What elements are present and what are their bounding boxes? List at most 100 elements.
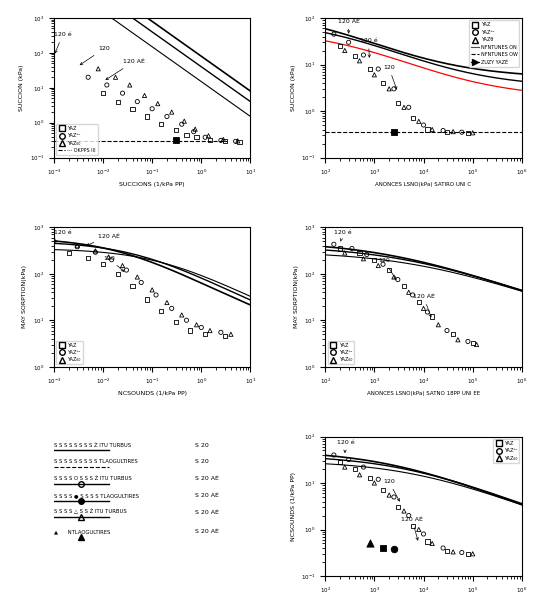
Point xyxy=(344,455,353,464)
Point xyxy=(379,485,387,495)
Point xyxy=(449,127,457,136)
Point xyxy=(192,320,201,329)
Text: 120: 120 xyxy=(103,256,124,271)
Point xyxy=(428,312,436,322)
Point xyxy=(125,80,134,90)
Point xyxy=(65,248,73,258)
Point xyxy=(379,259,387,269)
Point xyxy=(231,137,240,146)
Point xyxy=(385,84,393,94)
Text: S S S S S S S S S TLAOGULTIRES: S S S S S S S S S TLAOGULTIRES xyxy=(54,460,138,464)
Point xyxy=(122,265,131,275)
Y-axis label: SUCCION (kPa): SUCCION (kPa) xyxy=(291,64,295,111)
Point xyxy=(469,549,477,559)
Point xyxy=(336,244,344,253)
Point xyxy=(464,549,472,559)
Point xyxy=(365,539,374,548)
Point xyxy=(350,464,359,474)
X-axis label: ANONCES LSNO(kPa) SATNO 18PP UNI EE: ANONCES LSNO(kPa) SATNO 18PP UNI EE xyxy=(367,391,480,397)
Point xyxy=(201,329,209,339)
Point xyxy=(408,290,417,300)
Text: 120: 120 xyxy=(378,258,396,280)
Point xyxy=(443,326,451,335)
Point xyxy=(390,544,398,554)
Point xyxy=(153,99,162,109)
Text: 120 é: 120 é xyxy=(334,230,351,241)
Text: S S S S S S S S Ż ITU TURBUS: S S S S S S S S Ż ITU TURBUS xyxy=(54,443,131,448)
Point xyxy=(374,64,383,74)
Point xyxy=(226,329,235,339)
Point xyxy=(355,470,364,479)
Point xyxy=(341,248,349,258)
Point xyxy=(359,50,368,60)
Legend: YAZ, YAZ⁸⁰, YAZ₆₀: YAZ, YAZ⁸⁰, YAZ₆₀ xyxy=(328,341,354,364)
Point xyxy=(140,91,149,100)
Point xyxy=(390,272,398,282)
Point xyxy=(148,104,157,113)
Point xyxy=(114,269,122,278)
Point xyxy=(341,462,349,472)
Point xyxy=(355,56,364,65)
Point xyxy=(419,304,428,313)
Point xyxy=(192,133,201,142)
Point xyxy=(118,88,127,98)
Legend: YAZ, YAZ⁸⁰, YAZθ, NFNTUNES ON, NFNTUNES OW, ZUZY YAZÉ: YAZ, YAZ⁸⁰, YAZθ, NFNTUNES ON, NFNTUNES … xyxy=(470,20,519,67)
Point xyxy=(400,506,408,516)
Point xyxy=(221,137,229,146)
Point xyxy=(428,125,436,134)
Point xyxy=(336,457,344,467)
Point xyxy=(449,547,457,557)
Point xyxy=(152,290,160,300)
Text: S 20 AÉ: S 20 AÉ xyxy=(195,493,220,498)
Point xyxy=(454,335,462,344)
Point xyxy=(405,287,413,297)
Text: S 20: S 20 xyxy=(195,460,209,464)
Point xyxy=(365,473,374,482)
Text: 120 AÉ: 120 AÉ xyxy=(401,517,423,540)
Point xyxy=(464,337,472,346)
Point xyxy=(434,320,443,329)
Point xyxy=(330,239,338,249)
Point xyxy=(133,272,141,282)
Point xyxy=(94,64,103,74)
Point xyxy=(414,297,423,307)
Point xyxy=(182,316,191,325)
Text: S 20 AÉ: S 20 AÉ xyxy=(195,509,220,515)
Point xyxy=(128,104,137,113)
Point xyxy=(449,329,457,339)
Point xyxy=(217,328,225,337)
Point xyxy=(219,134,228,144)
Point xyxy=(423,125,431,134)
Point xyxy=(197,323,206,332)
Point xyxy=(162,112,171,121)
Point xyxy=(148,285,157,295)
Point xyxy=(206,326,214,335)
Point xyxy=(350,52,359,61)
Point xyxy=(341,46,349,55)
Point xyxy=(390,127,398,136)
Point xyxy=(393,275,402,284)
Point xyxy=(137,278,145,287)
Text: 120 AÉ: 120 AÉ xyxy=(106,59,144,80)
Point xyxy=(180,116,188,126)
Point xyxy=(98,88,107,98)
Point xyxy=(370,70,379,80)
Point xyxy=(374,261,383,271)
Legend: YAZ, YAZ⁸⁰, YAZ₆₀: YAZ, YAZ⁸⁰, YAZ₆₀ xyxy=(56,341,83,364)
Point xyxy=(73,242,82,251)
Point xyxy=(439,543,448,553)
X-axis label: SUCCIONS (1/kPa PP): SUCCIONS (1/kPa PP) xyxy=(119,182,185,187)
Text: S S S S △ S S Ż ITU TURBUS: S S S S △ S S Ż ITU TURBUS xyxy=(54,509,126,515)
Point xyxy=(363,250,371,259)
Point xyxy=(157,119,165,129)
Point xyxy=(374,475,383,484)
Point xyxy=(428,539,436,548)
Point xyxy=(419,120,428,130)
Y-axis label: MAY SORPTION(kPa): MAY SORPTION(kPa) xyxy=(22,265,27,329)
Text: 120: 120 xyxy=(383,65,397,89)
Point xyxy=(98,259,107,269)
Point xyxy=(182,130,191,140)
Point xyxy=(393,98,402,107)
Point xyxy=(408,521,417,530)
Point xyxy=(143,295,152,304)
